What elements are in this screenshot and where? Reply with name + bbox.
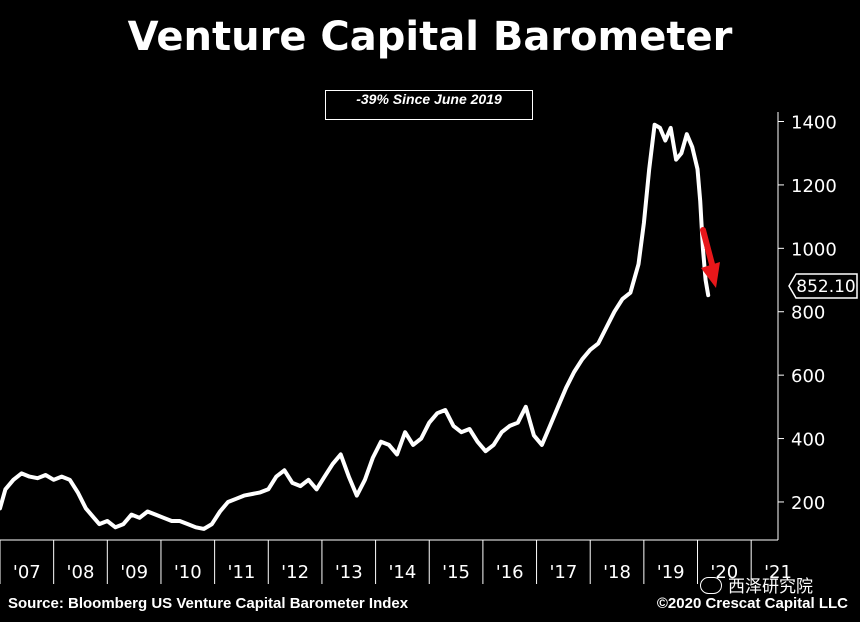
series-line — [0, 122, 711, 531]
chart-axes — [0, 112, 779, 541]
y-tick-label: 1000 — [791, 239, 837, 260]
y-tick-label: 800 — [791, 303, 825, 324]
x-tick-label: '21 — [764, 562, 792, 583]
y-tick-label: 1200 — [791, 176, 837, 197]
x-tick-label: '11 — [228, 562, 256, 583]
x-tick-label: '18 — [603, 562, 631, 583]
x-tick-label: '19 — [657, 562, 685, 583]
watermark-text: 西泽研究院 — [728, 577, 813, 597]
y-tick-label: 200 — [791, 493, 825, 514]
y-tick-label: 600 — [791, 366, 825, 387]
watermark: 西泽研究院 — [700, 572, 813, 597]
x-tick-label: '17 — [549, 562, 577, 583]
annotation-box: -39% Since June 2019 — [325, 90, 533, 120]
x-tick-label: '09 — [120, 562, 148, 583]
x-tick-label: '16 — [496, 562, 524, 583]
x-tick-label: '08 — [67, 562, 95, 583]
last-value-tag: 852.10 — [788, 273, 858, 299]
chart-title: Venture Capital Barometer — [127, 14, 733, 60]
chart-ticks: 200 400 600 800 1000 1200 1400 '07 '08 '09 '10 '11 '… — [0, 113, 837, 584]
x-tick-label: '13 — [335, 562, 363, 583]
x-tick-label: '14 — [388, 562, 416, 583]
x-tick-label: '12 — [281, 562, 309, 583]
copyright-note: ©2020 Crescat Capital LLC — [656, 595, 848, 612]
y-tick-label: 400 — [791, 430, 825, 451]
chat-icon — [700, 577, 722, 594]
y-tick-label: 1400 — [791, 113, 837, 134]
x-tick-label: '07 — [13, 562, 41, 583]
x-tick-label: '15 — [442, 562, 470, 583]
source-note: Source: Bloomberg US Venture Capital Bar… — [8, 595, 409, 612]
last-value-label: 852.10 — [796, 277, 855, 297]
down-arrow-icon — [700, 227, 720, 288]
x-tick-label: '10 — [174, 562, 202, 583]
